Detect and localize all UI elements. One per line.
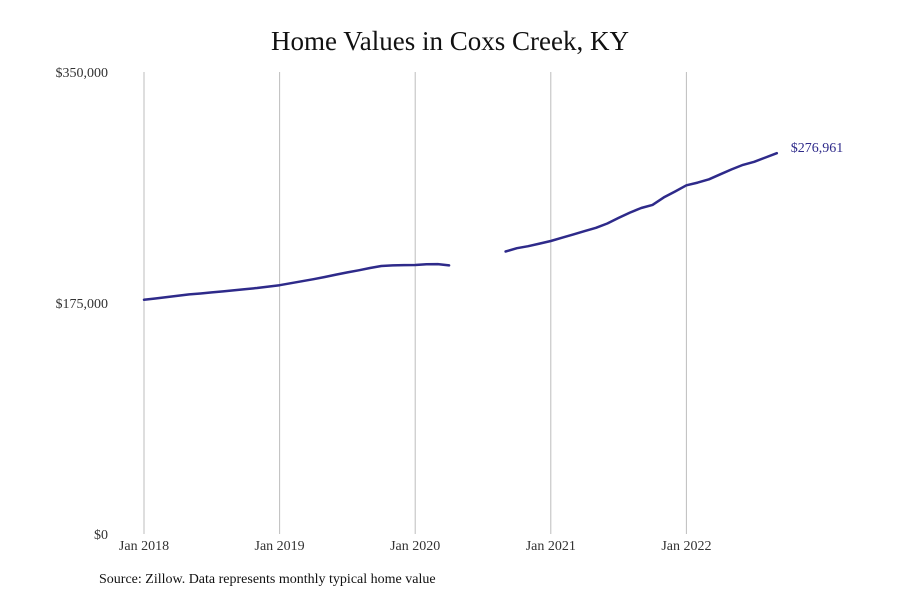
series-line-segment-0: [142, 262, 451, 301]
x-tick-label: Jan 2018: [119, 539, 169, 554]
y-tick-label: $0: [94, 528, 108, 543]
y-tick-label: $175,000: [56, 297, 109, 312]
source-note: Source: Zillow. Data represents monthly …: [99, 572, 436, 587]
x-tick-label: Jan 2019: [255, 539, 305, 554]
y-tick-label: $350,000: [56, 66, 109, 81]
end-value-label: $276,961: [791, 141, 844, 156]
x-tick-label: Jan 2021: [526, 539, 576, 554]
chart-title: Home Values in Coxs Creek, KY: [271, 26, 629, 56]
x-tick-label: Jan 2022: [661, 539, 711, 554]
series-line-segment-1: [504, 151, 779, 253]
x-tick-label: Jan 2020: [390, 539, 440, 554]
